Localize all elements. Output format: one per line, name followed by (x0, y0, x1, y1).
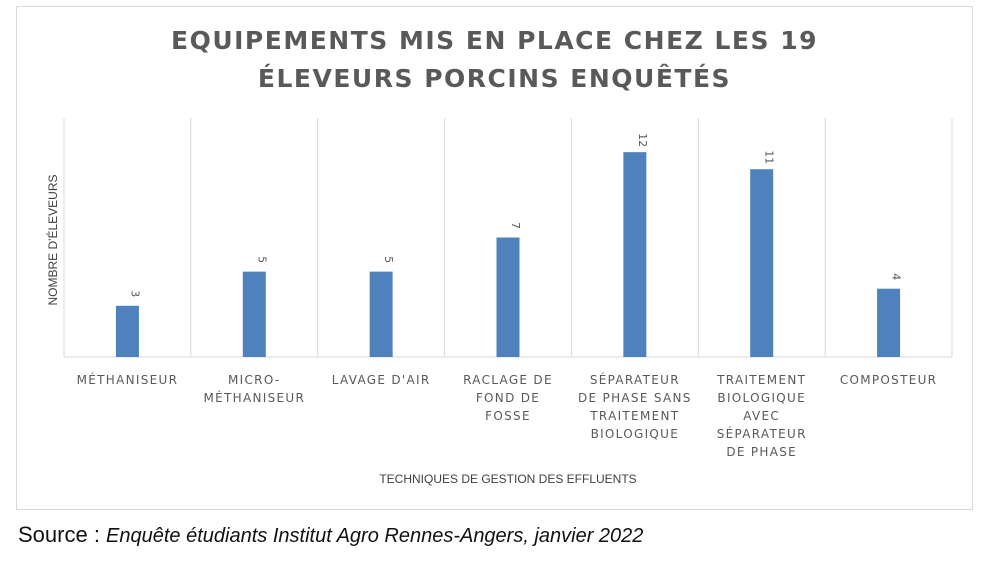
bar (496, 237, 520, 357)
x-tick-label: FOND DE (476, 391, 540, 405)
y-axis-title: NOMBRE D'ÉLEVEURS (45, 175, 60, 306)
chart-title-line-1: EQUIPEMENTS MIS EN PLACE CHEZ LES 19 (171, 26, 818, 55)
x-tick-label: FOSSE (485, 409, 531, 423)
chart-title-line-2: ÉLEVEURS PORCINS ENQUÊTÉS (257, 64, 732, 93)
x-tick-label: DE PHASE SANS (578, 391, 692, 405)
bar (623, 152, 647, 357)
chart-frame (16, 6, 973, 510)
x-tick-label: SÉPARATEUR (717, 426, 807, 441)
data-label: 5 (382, 256, 395, 263)
source-text: Enquête étudiants Institut Agro Rennes-A… (106, 525, 644, 547)
data-label: 11 (763, 150, 776, 164)
x-tick-label: MICRO- (228, 373, 281, 387)
x-tick-label: TRAITEMENT (589, 409, 679, 423)
bar (115, 305, 139, 357)
chart-title: EQUIPEMENTS MIS EN PLACE CHEZ LES 19 ÉLE… (16, 22, 973, 98)
x-axis-title: TECHNIQUES DE GESTION DES EFFLUENTS (379, 472, 636, 486)
data-label: 12 (636, 133, 649, 147)
data-label: 3 (128, 290, 141, 297)
x-tick-label: DE PHASE (726, 445, 797, 459)
source-prefix: Source : (18, 522, 107, 547)
x-tick-label: SÉPARATEUR (590, 372, 680, 387)
x-tick-label: BIOLOGIQUE (591, 427, 680, 441)
bar (877, 288, 901, 357)
data-label: 7 (509, 222, 522, 229)
bar (750, 169, 774, 357)
x-tick-label: COMPOSTEUR (840, 373, 938, 387)
x-tick-label: MÉTHANISEUR (203, 390, 305, 405)
x-tick-label: MÉTHANISEUR (77, 372, 179, 387)
x-tick-label: RACLAGE DE (463, 373, 553, 387)
bar (369, 271, 393, 357)
x-tick-label: LAVAGE D'AIR (332, 373, 431, 387)
data-label: 4 (890, 273, 903, 280)
data-label: 5 (255, 256, 268, 263)
x-tick-label: BIOLOGIQUE (717, 391, 806, 405)
x-tick-label: AVEC (743, 409, 780, 423)
bar (242, 271, 266, 357)
x-tick-label: TRAITEMENT (716, 373, 806, 387)
source-note: Source : Enquête étudiants Institut Agro… (18, 522, 643, 548)
